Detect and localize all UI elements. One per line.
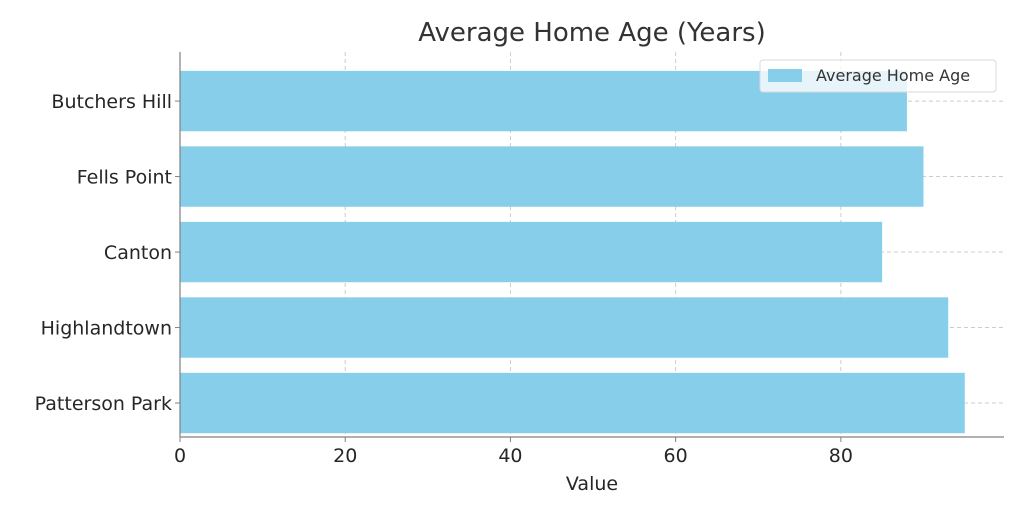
x-tick-label-2: 40 [498, 445, 522, 467]
bar-layer [180, 70, 965, 434]
x-tick-label-4: 80 [829, 445, 853, 467]
y-tick-label-2: Canton [104, 242, 172, 264]
bar-fells-point [180, 146, 924, 207]
x-tick-label-1: 20 [333, 445, 357, 467]
y-tick-label-1: Fells Point [77, 167, 172, 189]
x-axis-label: Value [566, 473, 618, 495]
y-tick-label-0: Butchers Hill [51, 91, 172, 113]
y-tick-label-4: Patterson Park [35, 393, 172, 415]
bar-highlandtown [180, 297, 949, 358]
legend-box [759, 59, 997, 93]
x-tick-label-0: 0 [174, 445, 186, 467]
x-tick-label-3: 60 [664, 445, 688, 467]
bar-patterson-park [180, 372, 965, 434]
legend-swatch [768, 69, 802, 82]
y-tick-label-3: Highlandtown [41, 318, 172, 340]
chart-title: Average Home Age (Years) [418, 18, 766, 48]
axis-layer: 0 20 40 60 80 Butchers Hill Fells Point Canton H… [35, 52, 1004, 467]
bar-canton [180, 221, 883, 283]
legend: Average Home Age [759, 59, 997, 93]
legend-label: Average Home Age [816, 66, 970, 85]
